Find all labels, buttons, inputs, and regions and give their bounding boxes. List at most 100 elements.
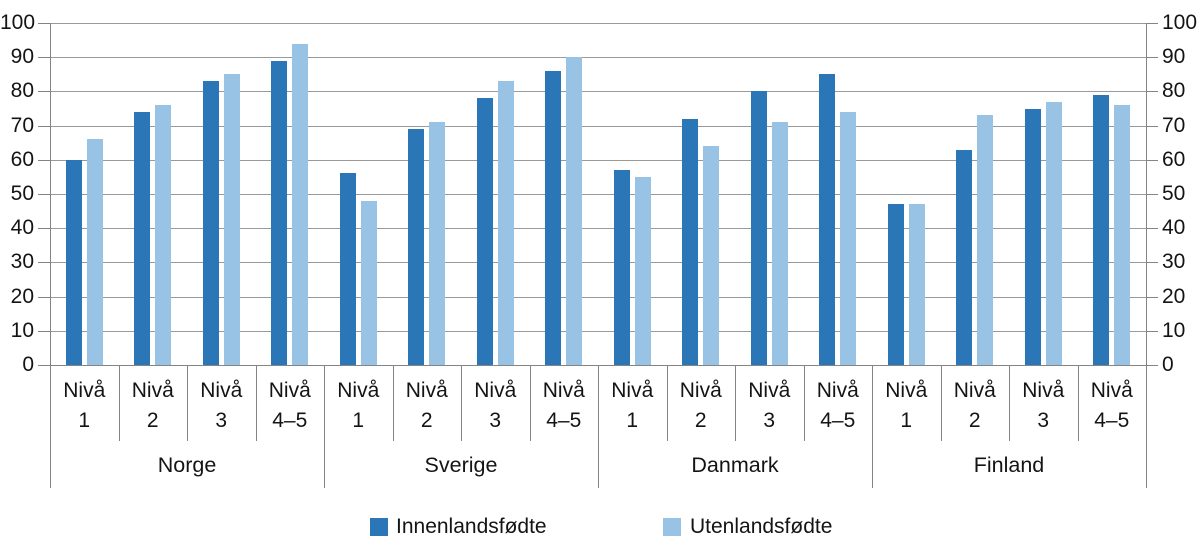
bar-innenlandsfødte-danmark-2 (682, 118, 699, 365)
level-separator (529, 365, 531, 441)
y-axis-label-left: 40 (10, 216, 34, 240)
x-axis-level-label: Nivå 2 (953, 379, 996, 432)
level-separator (392, 365, 394, 441)
bar-utenlandsfødte-danmark-4 (840, 111, 857, 365)
y-axis-tick-right (1146, 330, 1158, 332)
y-axis-label-right: 90 (1162, 45, 1186, 69)
bar-utenlandsfødte-sverige-3 (497, 81, 514, 365)
bar-utenlandsfødte-finland-3 (1045, 101, 1062, 365)
y-axis-label-left: 100 (0, 11, 36, 34)
y-axis-tick-right (1146, 23, 1158, 24)
x-axis-level-label: Nivå 1 (63, 379, 106, 432)
x-axis-level-label: Nivå 1 (337, 379, 380, 432)
bar-utenlandsfødte-sverige-4 (566, 57, 583, 365)
bar-innenlandsfødte-finland-1 (887, 204, 904, 365)
gridline (50, 194, 1146, 195)
level-separator (803, 365, 805, 441)
y-axis-label-right: 0 (1162, 353, 1174, 376)
y-axis-tick-left (38, 194, 50, 195)
y-axis-label-left: 20 (10, 284, 34, 308)
x-axis-level-label: Nivå 2 (405, 379, 448, 432)
y-axis-label-left: 80 (10, 79, 34, 103)
gridline (50, 228, 1146, 230)
bar-innenlandsfødte-norge-1 (65, 159, 82, 365)
y-axis-tick-right (1146, 159, 1158, 161)
x-axis-level-label: Nivå 3 (474, 379, 517, 432)
y-axis-tick-right (1146, 228, 1158, 230)
bar-utenlandsfødte-sverige-2 (429, 122, 446, 365)
bar-innenlandsfødte-sverige-2 (408, 129, 425, 365)
gridline (50, 296, 1146, 298)
y-axis-label-left: 70 (10, 113, 34, 137)
x-axis-country-label: Danmark (691, 453, 779, 477)
y-axis-tick-right (1146, 262, 1158, 264)
x-axis-level-label: Nivå 4–5 (542, 379, 585, 432)
bar-utenlandsfødte-norge-1 (86, 139, 103, 365)
legend-swatch-utenlandsfodte (663, 518, 681, 536)
bar-utenlandsfødte-danmark-1 (634, 176, 651, 365)
y-axis-tick-left (38, 125, 50, 127)
y-axis-tick-left (38, 23, 50, 24)
plot-border (50, 23, 51, 488)
gridline (50, 330, 1146, 332)
y-axis-tick-left (38, 159, 50, 161)
y-axis-label-right: 30 (1162, 250, 1186, 274)
country-separator (598, 365, 599, 488)
y-axis-tick-left (38, 91, 50, 93)
y-axis-label-right: 40 (1162, 216, 1186, 240)
y-axis-tick-left (38, 365, 50, 366)
y-axis-tick-right (1146, 194, 1158, 195)
y-axis-label-left: 30 (10, 250, 34, 274)
y-axis-label-right: 80 (1162, 79, 1186, 103)
y-axis-label-right: 20 (1162, 284, 1186, 308)
bar-utenlandsfødte-danmark-3 (771, 122, 788, 365)
bar-innenlandsfødte-sverige-1 (339, 173, 356, 365)
y-axis-tick-right (1146, 91, 1158, 93)
x-axis-level-label: Nivå 1 (885, 379, 928, 432)
x-axis-level-label: Nivå 1 (611, 379, 654, 432)
y-axis-label-right: 10 (1162, 318, 1186, 342)
bar-utenlandsfødte-danmark-2 (703, 146, 720, 365)
bar-utenlandsfødte-sverige-1 (360, 200, 377, 365)
level-separator (255, 365, 257, 441)
level-separator (1009, 365, 1010, 441)
plot-border (1146, 23, 1147, 488)
bar-utenlandsfødte-norge-3 (223, 74, 240, 365)
y-axis-tick-right (1146, 125, 1158, 127)
bar-innenlandsfødte-finland-3 (1024, 108, 1041, 365)
y-axis-tick-right (1146, 57, 1158, 59)
y-axis-label-right: 60 (1162, 147, 1186, 171)
gridline (50, 125, 1146, 127)
country-separator (872, 365, 873, 488)
gridline (50, 91, 1146, 93)
bar-innenlandsfødte-danmark-3 (750, 91, 767, 365)
x-axis-level-label: Nivå 4–5 (268, 379, 311, 432)
bar-utenlandsfødte-finland-1 (908, 204, 925, 365)
y-axis-label-right: 100 (1162, 11, 1198, 34)
gridline (50, 23, 1146, 24)
y-axis-tick-left (38, 296, 50, 298)
bar-utenlandsfødte-finland-4 (1114, 105, 1131, 365)
country-separator (324, 365, 325, 488)
level-separator (187, 365, 188, 441)
y-axis-tick-left (38, 330, 50, 332)
level-separator (118, 365, 120, 441)
bar-utenlandsfødte-norge-4 (292, 43, 309, 365)
y-axis-tick-left (38, 262, 50, 264)
level-separator (1077, 365, 1079, 441)
y-axis-label-right: 50 (1162, 182, 1186, 205)
y-axis-tick-left (38, 57, 50, 59)
x-axis-level-label: Nivå 3 (1022, 379, 1065, 432)
y-axis-label-right: 70 (1162, 113, 1186, 137)
x-axis-level-label: Nivå 3 (748, 379, 791, 432)
level-separator (735, 365, 736, 441)
gridline (50, 57, 1146, 59)
x-axis-level-label: Nivå 2 (679, 379, 722, 432)
bar-innenlandsfødte-sverige-3 (476, 98, 493, 365)
bar-utenlandsfødte-finland-2 (977, 115, 994, 365)
x-axis-country-label: Sverige (424, 453, 498, 477)
y-axis-label-left: 50 (10, 182, 34, 205)
legend-label-innenlandsfodte: Innenlandsfødte (396, 515, 547, 538)
y-axis-tick-right (1146, 365, 1158, 366)
